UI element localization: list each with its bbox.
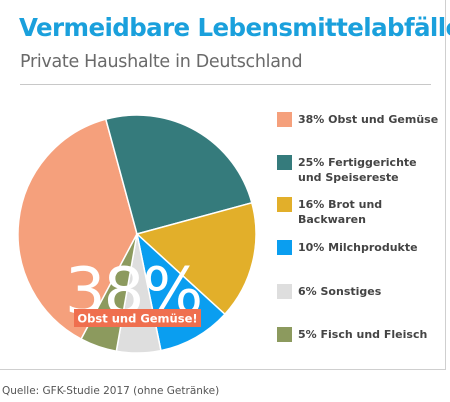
legend-swatch [277,197,292,212]
chart-subtitle: Private Haushalte in Deutschland [20,52,303,72]
chart-card: Vermeidbare Lebensmittelabfälle Private … [0,0,450,370]
chart-title: Vermeidbare Lebensmittelabfälle [19,13,450,42]
pie-slice-2 [104,114,253,235]
pie-callout: 38%Obst und Gemüse! [65,255,203,329]
callout-label-background [74,309,201,327]
legend-swatch [277,240,292,255]
pie-chart: 38%Obst und Gemüse! [17,114,257,354]
legend-label: 16% Brot und Backwaren [298,197,448,227]
legend-label-line: 5% Fisch und Fleisch [298,328,428,341]
legend-label-line: 25% Fertiggerichte [298,156,417,169]
legend-label-line: und Speisereste [298,171,399,184]
legend-label: 5% Fisch und Fleisch [298,327,448,342]
legend-swatch [277,327,292,342]
legend-swatch [277,112,292,127]
callout-label: Obst und Gemüse! [77,312,197,326]
legend-label-line: 38% Obst und Gemüse [298,113,439,126]
legend-label: 6% Sonstiges [298,284,448,299]
title-divider [20,84,431,85]
pie-slice-1 [17,118,138,341]
legend-label: 10% Milchprodukte [298,240,448,255]
legend-swatch [277,284,292,299]
legend-label-line: 6% Sonstiges [298,285,382,298]
source-note: Quelle: GFK-Studie 2017 (ohne Getränke) [2,385,220,397]
legend-label: 38% Obst und Gemüse [298,112,448,127]
legend-swatch [277,155,292,170]
legend-label-line: 16% Brot und Backwaren [298,198,383,226]
legend-label: 25% Fertiggerichte und Speisereste [298,155,448,185]
legend-label-line: 10% Milchprodukte [298,241,418,254]
pie-slice-3 [135,201,257,316]
